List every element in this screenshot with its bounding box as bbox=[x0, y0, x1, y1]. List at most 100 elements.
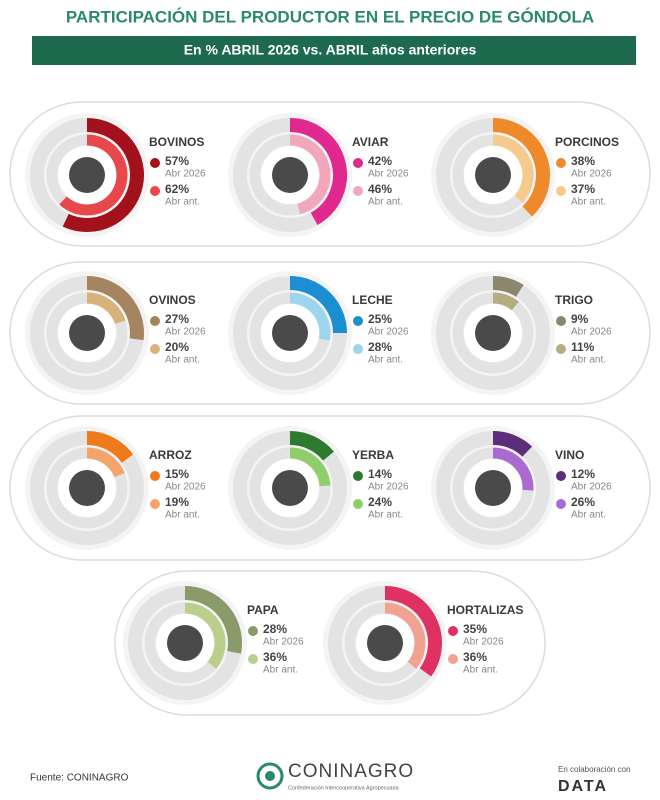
radial-bar bbox=[384, 586, 442, 677]
legend-label: Abr 2026 bbox=[571, 327, 612, 338]
value-label: 36% bbox=[263, 650, 287, 664]
legend-label: Abr ant. bbox=[571, 355, 606, 366]
radial-bar bbox=[384, 602, 426, 669]
legend-label: Abr 2026 bbox=[165, 482, 206, 493]
source: Fuente: CONINAGRO bbox=[30, 773, 129, 784]
radial-bar bbox=[492, 134, 534, 203]
title: PARTICIPACIÓN DEL PRODUCTOR EN EL PRECIO… bbox=[66, 7, 594, 26]
icon bbox=[475, 157, 511, 193]
legend-label: Abr ant. bbox=[165, 355, 200, 366]
legend-swatch bbox=[556, 499, 566, 509]
legend-swatch bbox=[556, 344, 566, 354]
legend-swatch bbox=[353, 471, 363, 481]
chart-title: PAPA bbox=[247, 603, 279, 617]
value-label: 38% bbox=[571, 154, 595, 168]
chart-title: LECHE bbox=[352, 293, 393, 307]
icon bbox=[272, 470, 308, 506]
legend-swatch bbox=[150, 186, 160, 196]
legend-swatch bbox=[353, 158, 363, 168]
value-label: 62% bbox=[165, 182, 189, 196]
chart-title: ARROZ bbox=[149, 448, 192, 462]
radial-bar bbox=[59, 134, 128, 216]
icon bbox=[367, 625, 403, 661]
radial-bar bbox=[184, 602, 226, 669]
radial-bar bbox=[289, 292, 331, 341]
legend-label: Abr ant. bbox=[571, 510, 606, 521]
legend-label: Abr 2026 bbox=[368, 169, 409, 180]
legend-swatch bbox=[556, 471, 566, 481]
legend-label: Abr ant. bbox=[368, 197, 403, 208]
legend-label: Abr 2026 bbox=[368, 482, 409, 493]
legend-swatch bbox=[353, 344, 363, 354]
chart-title: AVIAR bbox=[352, 135, 389, 149]
radial-bar bbox=[289, 134, 331, 215]
legend-swatch bbox=[150, 316, 160, 326]
chart-title: BOVINOS bbox=[149, 135, 204, 149]
icon bbox=[69, 315, 105, 351]
radial-bar bbox=[492, 447, 534, 491]
chart-title: VINO bbox=[555, 448, 584, 462]
legend-swatch bbox=[150, 499, 160, 509]
radial-bar bbox=[289, 431, 334, 461]
legend-label: Abr ant. bbox=[368, 510, 403, 521]
icon bbox=[272, 157, 308, 193]
logo-icon bbox=[256, 762, 284, 790]
icon bbox=[475, 470, 511, 506]
legend-label: Abr 2026 bbox=[463, 637, 504, 648]
icon bbox=[167, 625, 203, 661]
value-label: 14% bbox=[368, 467, 392, 481]
value-label: 28% bbox=[263, 622, 287, 636]
icon bbox=[272, 315, 308, 351]
legend-label: Abr 2026 bbox=[165, 327, 206, 338]
radial-bar bbox=[492, 431, 533, 457]
partner: DATA bbox=[558, 778, 608, 795]
legend-label: Abr 2026 bbox=[263, 637, 304, 648]
legend-label: Abr ant. bbox=[165, 510, 200, 521]
radial-bar bbox=[289, 118, 347, 225]
legend-swatch bbox=[556, 316, 566, 326]
legend-label: Abr ant. bbox=[165, 197, 200, 208]
radial-bar bbox=[184, 586, 242, 654]
radial-bar bbox=[62, 118, 144, 232]
value-label: 15% bbox=[165, 467, 189, 481]
radial-bar bbox=[86, 276, 144, 341]
value-label: 11% bbox=[571, 340, 595, 354]
value-label: 25% bbox=[368, 312, 392, 326]
value-label: 12% bbox=[571, 467, 595, 481]
legend-swatch bbox=[448, 654, 458, 664]
legend-label: Abr ant. bbox=[571, 197, 606, 208]
radial-bar bbox=[492, 276, 524, 297]
value-label: 57% bbox=[165, 154, 189, 168]
chart-title: HORTALIZAS bbox=[447, 603, 523, 617]
legend-swatch bbox=[353, 316, 363, 326]
legend-swatch bbox=[150, 158, 160, 168]
value-label: 28% bbox=[368, 340, 392, 354]
legend-label: Abr ant. bbox=[368, 355, 403, 366]
legend-swatch bbox=[150, 471, 160, 481]
legend-label: Abr 2026 bbox=[165, 169, 206, 180]
value-label: 26% bbox=[571, 495, 595, 509]
collab: En colaboración con bbox=[558, 765, 631, 774]
value-label: 20% bbox=[165, 340, 189, 354]
icon bbox=[475, 315, 511, 351]
value-label: 24% bbox=[368, 495, 392, 509]
value-label: 46% bbox=[368, 182, 392, 196]
chart-title: TRIGO bbox=[555, 293, 593, 307]
value-label: 9% bbox=[571, 312, 589, 326]
chart-title: PORCINOS bbox=[555, 135, 619, 149]
legend-swatch bbox=[556, 158, 566, 168]
legend-label: Abr ant. bbox=[263, 665, 298, 676]
radial-bar bbox=[86, 292, 126, 325]
legend-swatch bbox=[353, 499, 363, 509]
radial-bar bbox=[492, 118, 550, 217]
legend-label: Abr 2026 bbox=[571, 482, 612, 493]
logo: CONINAGRO bbox=[288, 761, 414, 782]
logo-subtitle: Confederación Intercooperativa Agropecua… bbox=[288, 785, 400, 791]
legend-label: Abr 2026 bbox=[368, 327, 409, 338]
chart-title: YERBA bbox=[352, 448, 394, 462]
logo-icon bbox=[265, 771, 275, 781]
legend-swatch bbox=[353, 186, 363, 196]
icon bbox=[69, 470, 105, 506]
radial-bar bbox=[492, 292, 519, 311]
